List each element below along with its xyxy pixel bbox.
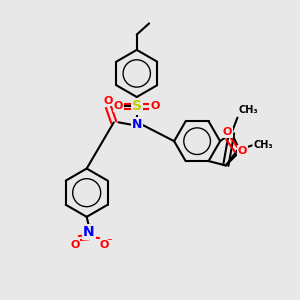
Text: O: O <box>114 101 123 111</box>
Text: CH₃: CH₃ <box>253 140 273 151</box>
Text: O: O <box>104 95 113 106</box>
Text: S: S <box>132 99 142 113</box>
Text: N: N <box>83 225 95 239</box>
Text: N: N <box>132 118 142 131</box>
Text: O: O <box>223 128 232 137</box>
Text: O: O <box>238 146 247 156</box>
Text: ⁻: ⁻ <box>107 238 112 248</box>
Text: O: O <box>99 240 109 250</box>
Text: CH₃: CH₃ <box>239 105 259 115</box>
Text: O: O <box>70 239 80 250</box>
Text: O: O <box>150 101 160 111</box>
